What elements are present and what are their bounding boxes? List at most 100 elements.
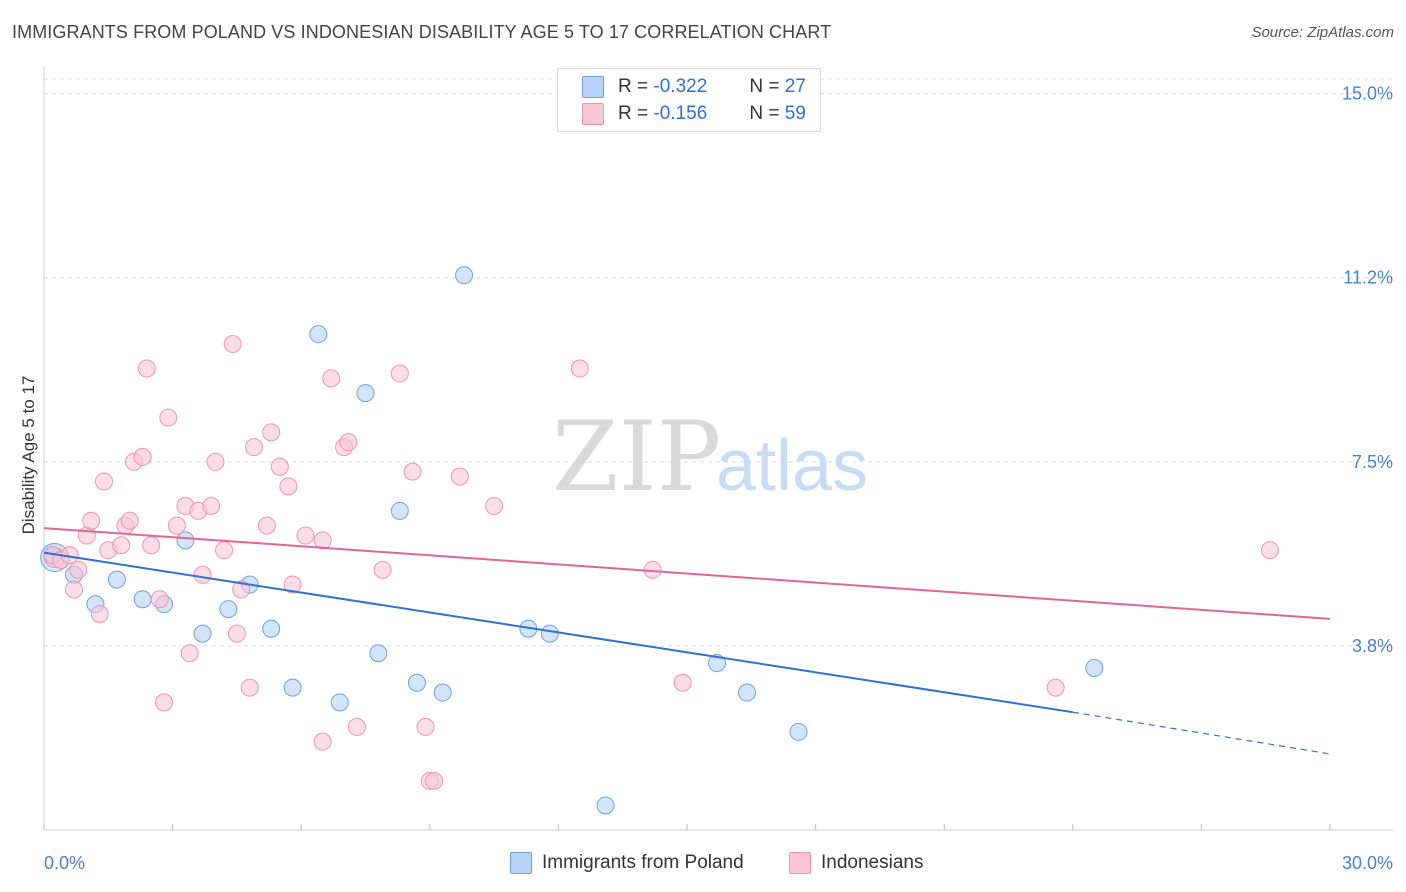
poland-swatch	[582, 76, 604, 98]
indonesians-point	[206, 452, 225, 471]
poland-point	[356, 384, 375, 403]
indonesians-point	[90, 605, 109, 623]
poland-point	[193, 624, 212, 643]
series-legend: Immigrants from Poland Indonesians	[0, 852, 1406, 878]
n-value: 27	[784, 76, 806, 97]
y-axis-label: Disability Age 5 to 17	[19, 376, 38, 535]
indonesians-point	[142, 536, 161, 555]
correlation-legend: R = -0.322 N = 27 R = -0.156 N = 59	[557, 68, 821, 132]
indonesians-point	[347, 717, 366, 736]
indonesians-point	[279, 477, 298, 496]
poland-point	[407, 673, 426, 692]
poland-point	[455, 266, 474, 285]
poland-point	[262, 619, 281, 638]
y-tick-label: 7.5%	[1352, 452, 1393, 472]
r-label: R =	[618, 103, 649, 124]
r-value: -0.156	[653, 103, 708, 124]
indonesians-point	[673, 673, 692, 692]
legend-row-poland: R = -0.322 N = 27	[582, 75, 806, 99]
indonesians-point	[240, 678, 259, 697]
indonesians-point	[159, 408, 178, 427]
indonesians-point	[283, 575, 302, 594]
legend-label-indonesians: Indonesians	[821, 852, 924, 873]
poland-point	[330, 693, 349, 712]
indonesians-legend-swatch	[789, 852, 811, 874]
indonesians-point	[313, 531, 332, 550]
indonesians-point	[82, 511, 101, 530]
indonesians-point	[150, 590, 169, 609]
poland-point	[390, 501, 409, 520]
watermark-zip: ZIP	[552, 401, 721, 513]
poland-point	[596, 796, 615, 815]
indonesians-point	[1046, 678, 1065, 697]
poland-trend-line	[43, 551, 1073, 714]
poland-legend-swatch	[510, 852, 532, 874]
indonesians-point	[202, 497, 221, 515]
poland-point	[1085, 659, 1104, 677]
legend-row-indonesians: R = -0.156 N = 59	[582, 102, 806, 126]
y-tick-labels: 15.0% 11.2% 7.5% 3.8%	[1342, 84, 1393, 656]
r-label: R =	[618, 76, 649, 97]
poland-point	[133, 590, 152, 609]
poland-point	[738, 683, 757, 702]
trend-lines	[43, 527, 1331, 755]
indonesians-point	[180, 644, 199, 663]
indonesians-point	[390, 364, 409, 383]
x-tick-label-max: 30.0%	[1342, 853, 1393, 873]
indonesians-point	[245, 438, 264, 457]
indonesians-point	[270, 457, 289, 476]
poland-point	[433, 683, 452, 702]
poland-point	[107, 570, 126, 589]
indonesians-point	[155, 693, 174, 712]
indonesians-point	[450, 467, 469, 486]
n-value: 59	[784, 103, 806, 124]
source-note: Source: ZipAtlas.com	[1251, 24, 1394, 41]
indonesians-point	[120, 511, 139, 530]
indonesians-point	[65, 580, 84, 599]
y-tick-label: 11.2%	[1343, 268, 1393, 288]
indonesians-point	[232, 580, 251, 599]
grid-lines	[44, 78, 1393, 647]
indonesians-point	[167, 516, 186, 535]
indonesians-point	[403, 462, 422, 481]
y-tick-label: 15.0%	[1342, 84, 1393, 104]
poland-point	[369, 644, 388, 663]
indonesians-point	[215, 541, 234, 560]
poland-point	[708, 654, 727, 673]
indonesians-point	[339, 433, 358, 452]
indonesians-swatch	[582, 103, 604, 125]
poland-point	[283, 678, 302, 697]
indonesians-point	[137, 359, 156, 378]
indonesians-trend-line	[43, 527, 1331, 620]
y-tick-label: 3.8%	[1352, 636, 1393, 656]
indonesians-point	[257, 516, 276, 535]
indonesians-point	[193, 565, 212, 584]
poland-point	[176, 531, 195, 550]
axes	[43, 66, 1393, 831]
indonesians-point	[95, 472, 114, 491]
indonesians-point	[262, 423, 281, 442]
legend-label-poland: Immigrants from Poland	[542, 852, 744, 873]
watermark-atlas: atlas	[716, 426, 868, 506]
data-points	[40, 266, 1279, 815]
indonesians-point	[296, 526, 315, 545]
indonesians-point	[1260, 541, 1279, 560]
indonesians-point	[425, 771, 444, 790]
indonesians-point	[416, 717, 435, 736]
indonesians-point	[570, 359, 589, 378]
indonesians-point	[322, 369, 341, 388]
poland-point	[309, 325, 328, 344]
indonesians-point	[485, 497, 504, 515]
legend-item-indonesians: Indonesians	[789, 852, 923, 874]
chart-title: IMMIGRANTS FROM POLAND VS INDONESIAN DIS…	[12, 22, 832, 42]
legend-item-poland: Immigrants from Poland	[510, 852, 744, 874]
indonesians-point	[223, 335, 242, 353]
r-value: -0.322	[653, 76, 708, 97]
x-tick-label-min: 0.0%	[44, 853, 85, 873]
n-label: N =	[749, 76, 780, 97]
poland-point	[219, 600, 238, 619]
indonesians-point	[112, 536, 131, 555]
poland-point	[789, 722, 808, 741]
indonesians-point	[69, 560, 88, 579]
